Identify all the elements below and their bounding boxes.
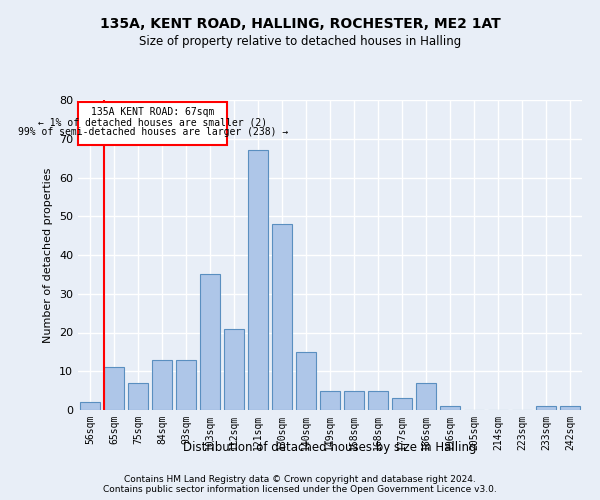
Text: 99% of semi-detached houses are larger (238) →: 99% of semi-detached houses are larger (… [17, 127, 288, 137]
Bar [416, 383, 436, 410]
Bar [536, 406, 556, 410]
Bar [560, 406, 580, 410]
Text: Contains HM Land Registry data © Crown copyright and database right 2024.: Contains HM Land Registry data © Crown c… [124, 475, 476, 484]
Text: Size of property relative to detached houses in Halling: Size of property relative to detached ho… [139, 35, 461, 48]
Bar [296, 352, 316, 410]
Bar [392, 398, 412, 410]
Bar [128, 383, 148, 410]
Bar [80, 402, 100, 410]
Bar [104, 368, 124, 410]
Bar [248, 150, 268, 410]
Text: ← 1% of detached houses are smaller (2): ← 1% of detached houses are smaller (2) [38, 117, 267, 127]
Bar [176, 360, 196, 410]
Bar [344, 390, 364, 410]
Bar [368, 390, 388, 410]
Text: 135A KENT ROAD: 67sqm: 135A KENT ROAD: 67sqm [91, 108, 214, 118]
FancyBboxPatch shape [79, 102, 227, 144]
Bar [152, 360, 172, 410]
Text: 135A, KENT ROAD, HALLING, ROCHESTER, ME2 1AT: 135A, KENT ROAD, HALLING, ROCHESTER, ME2… [100, 18, 500, 32]
Bar [440, 406, 460, 410]
Text: Contains public sector information licensed under the Open Government Licence v3: Contains public sector information licen… [103, 485, 497, 494]
Bar [224, 328, 244, 410]
Y-axis label: Number of detached properties: Number of detached properties [43, 168, 53, 342]
Bar [320, 390, 340, 410]
Text: Distribution of detached houses by size in Halling: Distribution of detached houses by size … [183, 441, 477, 454]
Bar [272, 224, 292, 410]
Bar [200, 274, 220, 410]
